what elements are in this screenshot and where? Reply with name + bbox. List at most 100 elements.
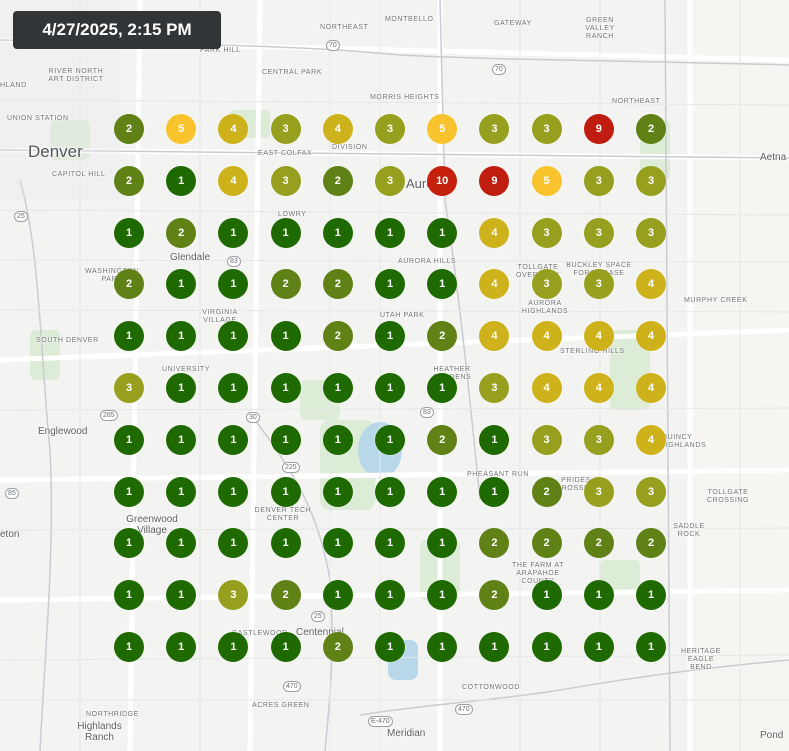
grid-marker-r4-c2[interactable]: 1	[218, 321, 249, 352]
grid-marker-r7-c3[interactable]: 1	[270, 476, 301, 507]
grid-marker-r7-c8[interactable]: 2	[531, 476, 562, 507]
grid-marker-r1-c2[interactable]: 4	[218, 165, 249, 196]
grid-marker-r5-c2[interactable]: 1	[218, 373, 249, 403]
grid-marker-r9-c2[interactable]: 3	[218, 580, 249, 611]
grid-marker-r0-c0[interactable]: 2	[114, 114, 144, 144]
grid-marker-r7-c4[interactable]: 1	[322, 476, 353, 507]
grid-marker-r6-c9[interactable]: 3	[583, 424, 614, 455]
grid-marker-r5-c9[interactable]: 4	[583, 373, 614, 403]
grid-marker-r8-c1[interactable]: 1	[166, 528, 197, 559]
grid-marker-r0-c5[interactable]: 3	[375, 114, 405, 144]
grid-marker-r0-c7[interactable]: 3	[479, 114, 510, 144]
grid-marker-r0-c1[interactable]: 5	[166, 114, 197, 144]
grid-marker-r2-c5[interactable]: 1	[375, 217, 405, 248]
grid-marker-r1-c9[interactable]: 3	[583, 165, 614, 196]
grid-marker-r3-c1[interactable]: 1	[166, 269, 197, 300]
grid-marker-r6-c4[interactable]: 1	[322, 424, 353, 455]
grid-marker-r3-c9[interactable]: 3	[583, 269, 614, 300]
grid-marker-r6-c6[interactable]: 2	[427, 424, 458, 455]
grid-marker-r8-c9[interactable]: 2	[583, 528, 614, 559]
grid-marker-r6-c5[interactable]: 1	[375, 424, 405, 455]
grid-marker-r8-c2[interactable]: 1	[218, 528, 249, 559]
grid-marker-r5-c3[interactable]: 1	[270, 373, 301, 403]
grid-marker-r6-c8[interactable]: 3	[531, 424, 562, 455]
grid-marker-r0-c2[interactable]: 4	[218, 114, 249, 144]
grid-marker-r5-c5[interactable]: 1	[375, 373, 405, 403]
grid-marker-r1-c0[interactable]: 2	[114, 165, 144, 196]
grid-marker-r6-c7[interactable]: 1	[479, 424, 510, 455]
grid-marker-r5-c10[interactable]: 4	[636, 373, 666, 403]
grid-marker-r0-c9[interactable]: 9	[583, 114, 614, 144]
grid-marker-r2-c1[interactable]: 2	[166, 217, 197, 248]
grid-marker-r4-c0[interactable]: 1	[114, 321, 144, 352]
grid-marker-r2-c9[interactable]: 3	[583, 217, 614, 248]
grid-marker-r9-c8[interactable]: 1	[531, 580, 562, 611]
grid-marker-r10-c9[interactable]: 1	[583, 632, 614, 662]
grid-marker-r6-c10[interactable]: 4	[636, 424, 666, 455]
grid-marker-r6-c3[interactable]: 1	[270, 424, 301, 455]
grid-marker-r4-c7[interactable]: 4	[479, 321, 510, 352]
grid-marker-r4-c6[interactable]: 2	[427, 321, 458, 352]
grid-marker-r6-c1[interactable]: 1	[166, 424, 197, 455]
grid-marker-r0-c10[interactable]: 2	[636, 114, 666, 144]
grid-marker-r3-c0[interactable]: 2	[114, 269, 144, 300]
grid-marker-r7-c9[interactable]: 3	[583, 476, 614, 507]
grid-marker-r10-c4[interactable]: 2	[322, 632, 353, 662]
grid-marker-r7-c5[interactable]: 1	[375, 476, 405, 507]
grid-marker-r2-c10[interactable]: 3	[636, 217, 666, 248]
grid-marker-r1-c8[interactable]: 5	[531, 165, 562, 196]
grid-marker-r5-c8[interactable]: 4	[531, 373, 562, 403]
grid-marker-r7-c6[interactable]: 1	[427, 476, 458, 507]
grid-marker-r3-c6[interactable]: 1	[427, 269, 458, 300]
grid-marker-r5-c0[interactable]: 3	[114, 373, 144, 403]
grid-marker-r5-c6[interactable]: 1	[427, 373, 458, 403]
grid-marker-r3-c7[interactable]: 4	[479, 269, 510, 300]
grid-marker-r9-c0[interactable]: 1	[114, 580, 144, 611]
grid-marker-r5-c4[interactable]: 1	[322, 373, 353, 403]
grid-marker-r10-c10[interactable]: 1	[636, 632, 666, 662]
grid-marker-r4-c4[interactable]: 2	[322, 321, 353, 352]
grid-marker-r0-c3[interactable]: 3	[270, 114, 301, 144]
grid-marker-r9-c5[interactable]: 1	[375, 580, 405, 611]
grid-marker-r10-c1[interactable]: 1	[166, 632, 197, 662]
grid-marker-r2-c0[interactable]: 1	[114, 217, 144, 248]
grid-marker-r6-c0[interactable]: 1	[114, 424, 144, 455]
grid-marker-r0-c6[interactable]: 5	[427, 114, 458, 144]
grid-marker-r2-c8[interactable]: 3	[531, 217, 562, 248]
grid-marker-r1-c5[interactable]: 3	[375, 165, 405, 196]
grid-marker-r0-c4[interactable]: 4	[322, 114, 353, 144]
grid-marker-r8-c6[interactable]: 1	[427, 528, 458, 559]
grid-marker-r10-c6[interactable]: 1	[427, 632, 458, 662]
grid-marker-r1-c6[interactable]: 10	[427, 165, 458, 196]
grid-marker-r2-c7[interactable]: 4	[479, 217, 510, 248]
grid-marker-r2-c6[interactable]: 1	[427, 217, 458, 248]
grid-marker-r8-c10[interactable]: 2	[636, 528, 666, 559]
grid-marker-r9-c6[interactable]: 1	[427, 580, 458, 611]
grid-marker-r9-c1[interactable]: 1	[166, 580, 197, 611]
grid-marker-r4-c3[interactable]: 1	[270, 321, 301, 352]
grid-marker-r10-c8[interactable]: 1	[531, 632, 562, 662]
grid-marker-r4-c10[interactable]: 4	[636, 321, 666, 352]
grid-marker-r10-c3[interactable]: 1	[270, 632, 301, 662]
grid-marker-r10-c7[interactable]: 1	[479, 632, 510, 662]
grid-marker-r1-c3[interactable]: 3	[270, 165, 301, 196]
grid-marker-r6-c2[interactable]: 1	[218, 424, 249, 455]
grid-marker-r8-c3[interactable]: 1	[270, 528, 301, 559]
grid-marker-r2-c3[interactable]: 1	[270, 217, 301, 248]
grid-marker-r4-c5[interactable]: 1	[375, 321, 405, 352]
grid-marker-r3-c5[interactable]: 1	[375, 269, 405, 300]
grid-marker-r3-c3[interactable]: 2	[270, 269, 301, 300]
grid-marker-r1-c4[interactable]: 2	[322, 165, 353, 196]
grid-marker-r3-c4[interactable]: 2	[322, 269, 353, 300]
grid-marker-r4-c1[interactable]: 1	[166, 321, 197, 352]
grid-marker-r3-c8[interactable]: 3	[531, 269, 562, 300]
grid-marker-r1-c7[interactable]: 9	[479, 165, 510, 196]
grid-marker-r8-c4[interactable]: 1	[322, 528, 353, 559]
grid-marker-r5-c1[interactable]: 1	[166, 373, 197, 403]
grid-marker-r0-c8[interactable]: 3	[531, 114, 562, 144]
grid-marker-r9-c10[interactable]: 1	[636, 580, 666, 611]
grid-marker-r9-c7[interactable]: 2	[479, 580, 510, 611]
grid-marker-r3-c10[interactable]: 4	[636, 269, 666, 300]
grid-marker-r1-c1[interactable]: 1	[166, 165, 197, 196]
